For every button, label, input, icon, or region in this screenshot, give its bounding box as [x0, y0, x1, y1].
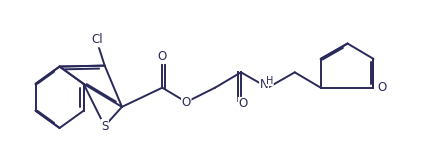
- Text: O: O: [158, 50, 167, 64]
- Text: O: O: [377, 81, 387, 94]
- Text: H: H: [266, 76, 273, 86]
- Text: O: O: [182, 96, 191, 109]
- Text: Cl: Cl: [91, 33, 103, 46]
- Text: S: S: [101, 120, 108, 133]
- Text: N: N: [260, 78, 268, 91]
- Text: O: O: [238, 97, 247, 111]
